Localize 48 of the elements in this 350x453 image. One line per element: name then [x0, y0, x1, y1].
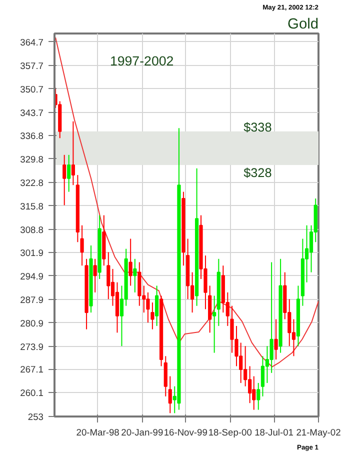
candlestick	[138, 262, 142, 306]
candlestick	[115, 282, 120, 334]
x-tick-label: 18-Jul-01	[254, 428, 294, 438]
y-tick-label: 273.9	[20, 342, 44, 352]
y-tick-label: 364.7	[20, 37, 44, 48]
y-tick-label: 343.7	[20, 108, 44, 118]
candlestick	[93, 258, 97, 293]
y-tick-label: 294.9	[20, 271, 44, 282]
y-tick-label: 280.9	[20, 318, 44, 328]
x-tick-label: 21-May-02	[296, 428, 341, 438]
candlestick	[67, 154, 71, 192]
candlestick	[260, 356, 265, 397]
y-tick-label: 287.9	[20, 294, 44, 305]
y-tick-label: 315.8	[20, 201, 44, 212]
candlestick	[164, 356, 168, 397]
y-tick-label: 301.9	[20, 248, 44, 258]
y-tick-label: 260.1	[20, 388, 44, 398]
y-tick-label: 336.8	[20, 130, 44, 141]
y-tick-label: 322.8	[20, 178, 44, 188]
y-tick-label: 350.7	[20, 84, 44, 94]
x-tick-label: 20-Jan-99	[121, 428, 164, 438]
candlestick	[212, 295, 216, 354]
candlestick	[133, 258, 137, 293]
candlestick	[256, 382, 260, 410]
y-tick-label: 357.7	[20, 60, 44, 71]
y-tick-label: 253	[28, 412, 44, 422]
candlestick	[154, 285, 159, 326]
annotation: $328	[244, 166, 272, 180]
x-tick-label: 20-Mar-98	[76, 428, 120, 438]
candlestick	[71, 120, 75, 186]
annotation: 1997-2002	[110, 53, 174, 68]
candlestick	[62, 154, 66, 206]
candlestick	[106, 252, 110, 300]
candlestick	[274, 318, 278, 360]
x-tick-label: 18-Sep-00	[208, 428, 252, 438]
annotation: $338	[244, 120, 272, 134]
candlestick	[208, 285, 212, 334]
candlestick	[80, 224, 84, 266]
y-tick-label: 308.8	[20, 224, 44, 235]
y-tick-label: 329.8	[20, 154, 44, 164]
line-series	[55, 37, 318, 368]
y-tick-label: 267.1	[20, 364, 44, 375]
candlestick	[270, 262, 274, 374]
candlestick	[150, 302, 154, 330]
chart-title: Gold	[288, 16, 319, 32]
candlestick	[168, 376, 172, 414]
candlestick	[128, 238, 132, 286]
x-tick-label: 16-Nov-99	[164, 428, 208, 438]
